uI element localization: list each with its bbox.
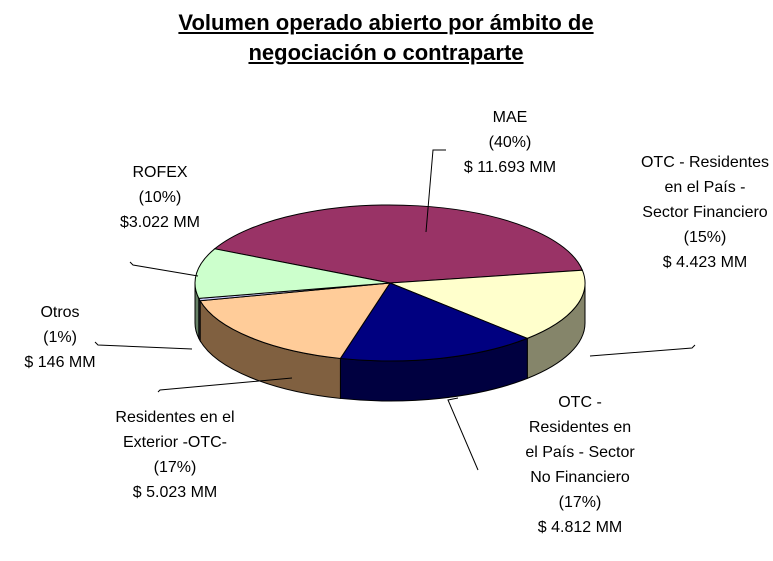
value-label: $ 146 MM [24,354,96,371]
category-label: MAE [492,109,528,126]
leader-line [589,344,696,357]
category-label: OTC - Residentes en el País - Sector Fin… [640,154,770,221]
percent-label: (17%) [153,459,197,476]
leader-line [425,149,446,233]
percent-label: (10%) [138,189,182,206]
chart-title: Volumen operado abierto por ámbito de ne… [178,10,594,65]
slice [194,248,391,299]
leader-line [157,377,293,393]
category-label: ROFEX [132,164,188,181]
value-label: $ 4.423 MM [662,254,748,271]
slice-label: OTC - Residentes en el País - Sector No … [515,390,645,540]
value-label: $ 5.023 MM [132,484,218,501]
slice [339,282,529,362]
slice-label: Otros (1%) $ 146 MM [20,300,100,375]
leader-line [129,261,199,277]
value-label: $ 4.812 MM [537,519,623,536]
value-label: $3.022 MM [119,214,201,231]
leader-line [94,341,193,350]
slice-label: ROFEX (10%) $3.022 MM [110,160,210,235]
percent-label: (17%) [558,494,602,511]
slice [389,269,586,339]
slice-label: Residentes en el Exterior -OTC- (17%) $ 5.… [105,405,245,505]
value-label: $ 11.693 MM [463,159,557,176]
category-label: OTC - Residentes en el País - Sector No … [525,394,635,486]
percent-label: (15%) [683,229,727,246]
percent-label: (40%) [488,134,532,151]
slice [213,204,584,284]
category-label: Residentes en el Exterior -OTC- [115,409,235,451]
category-label: Otros [40,304,80,321]
percent-label: (1%) [43,329,77,346]
slice-label: OTC - Residentes en el País - Sector Fin… [640,150,770,275]
slice-label: MAE (40%) $ 11.693 MM [450,105,570,180]
slice [199,282,391,359]
leader-line [447,397,479,471]
